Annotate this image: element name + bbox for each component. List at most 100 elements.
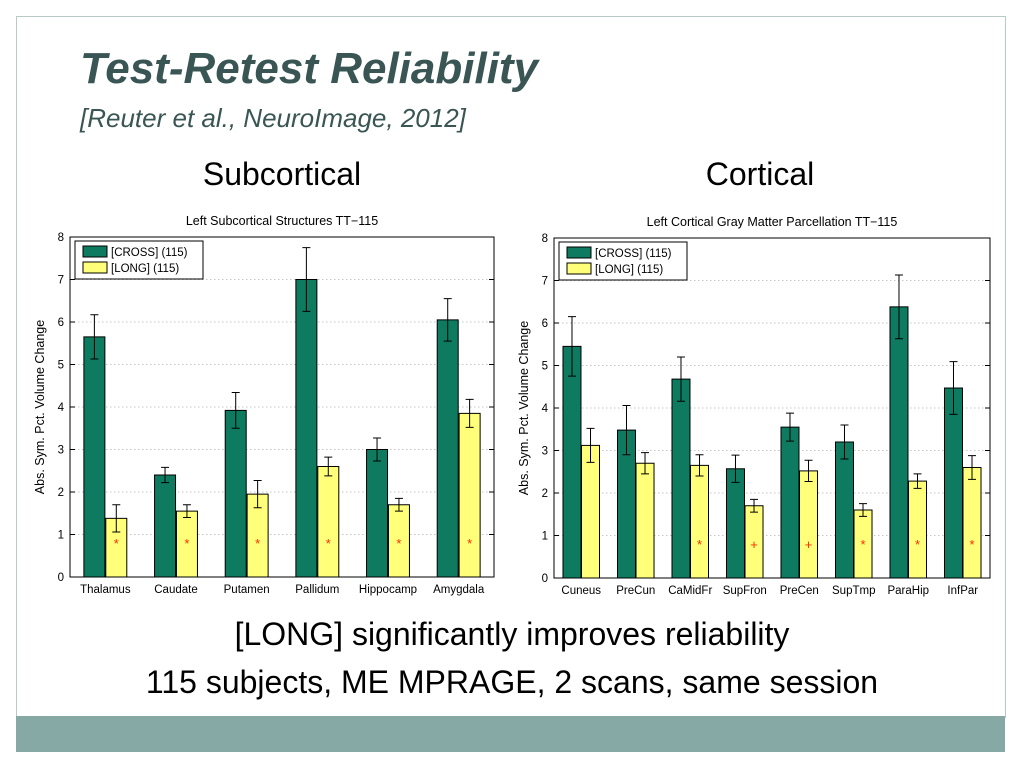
y-axis-label: Abs. Sym. Pct. Volume Change <box>33 320 47 494</box>
y-tick-label: 1 <box>542 531 548 543</box>
error-bar <box>859 503 868 517</box>
error-bar <box>112 504 121 533</box>
cross-bar <box>436 319 459 578</box>
significance-marker: * <box>255 536 260 551</box>
slide-title: Test-Retest Reliability <box>80 44 539 93</box>
cross-bar <box>562 345 582 579</box>
x-tick-label: ParaHip <box>887 585 929 597</box>
y-tick-label: 2 <box>542 488 548 500</box>
cross-bar <box>295 279 318 578</box>
error-bar <box>641 452 650 475</box>
x-tick-label: SupTmp <box>832 585 875 597</box>
legend-label-cross: [CROSS] (115) <box>111 247 188 259</box>
subcortical-label: Subcortical <box>202 156 362 192</box>
long-bar <box>317 466 340 578</box>
error-bar <box>231 392 240 429</box>
x-tick-label: PreCen <box>780 585 819 597</box>
cross-bar <box>725 468 745 579</box>
error-bar <box>968 455 977 480</box>
legend-label-cross: [CROSS] (115) <box>595 248 672 260</box>
x-tick-label: Cuneus <box>561 585 601 597</box>
error-bar <box>182 504 191 518</box>
y-tick-label: 1 <box>58 530 64 542</box>
error-bar <box>567 316 576 377</box>
error-bar <box>894 274 903 340</box>
significance-marker: + <box>805 537 813 552</box>
cross-bar <box>889 306 909 579</box>
axes-box <box>69 236 495 578</box>
cortical-label: Cortical <box>705 156 815 192</box>
error-bar <box>465 398 474 428</box>
long-bar <box>581 444 601 579</box>
significance-marker: * <box>114 536 119 551</box>
error-bar <box>622 404 631 456</box>
long-bar <box>458 412 481 578</box>
y-tick-label: 7 <box>58 275 64 287</box>
significance-marker: * <box>467 536 472 551</box>
significance-marker: * <box>326 536 331 551</box>
significance-marker: * <box>697 537 702 552</box>
error-bar <box>324 456 333 477</box>
error-bar <box>90 314 99 360</box>
y-tick-label: 3 <box>542 446 548 458</box>
y-tick-label: 3 <box>58 445 64 457</box>
error-bar <box>161 466 170 484</box>
footer-bar <box>16 716 1005 752</box>
y-tick-label: 0 <box>542 573 548 585</box>
significance-marker: * <box>915 537 920 552</box>
cross-bar <box>154 474 177 578</box>
cross-bar <box>943 387 963 579</box>
y-tick-label: 0 <box>58 572 64 584</box>
cross-bar <box>671 378 691 579</box>
legend-swatch-cross <box>82 245 108 258</box>
error-bar <box>586 427 595 463</box>
x-tick-label: CaMidFr <box>668 585 712 597</box>
significance-marker: * <box>184 536 189 551</box>
error-bar <box>695 454 704 477</box>
significance-marker: * <box>969 537 974 552</box>
error-bar <box>949 361 958 415</box>
y-tick-label: 7 <box>542 276 548 288</box>
error-bar <box>373 437 382 462</box>
chart-title: Left Cortical Gray Matter Parcellation T… <box>647 215 898 229</box>
y-tick-label: 5 <box>542 361 548 373</box>
axes-box <box>553 237 991 579</box>
cross-bar <box>780 426 800 579</box>
significance-marker: * <box>396 536 401 551</box>
study-details-text: 115 subjects, ME MPRAGE, 2 scans, same s… <box>145 664 879 700</box>
y-axis-label: Abs. Sym. Pct. Volume Change <box>517 321 531 495</box>
cross-bar <box>83 336 106 578</box>
y-tick-label: 8 <box>58 232 64 244</box>
x-tick-label: PreCun <box>616 585 655 597</box>
conclusion-text: [LONG] significantly improves reliabilit… <box>234 616 790 652</box>
long-bar <box>799 470 819 579</box>
significance-marker: + <box>750 537 758 552</box>
long-bar <box>635 462 655 579</box>
x-tick-label: Thalamus <box>80 584 131 596</box>
x-tick-label: Amygdala <box>433 584 485 596</box>
y-tick-label: 4 <box>58 402 65 414</box>
chart-title: Left Subcortical Structures TT−115 <box>186 214 378 228</box>
error-bar <box>302 247 311 312</box>
y-tick-label: 2 <box>58 487 64 499</box>
legend-label-long: [LONG] (115) <box>111 263 179 275</box>
cross-bar <box>224 409 247 578</box>
long-bar <box>962 467 982 579</box>
error-bar <box>443 298 452 342</box>
error-bar <box>804 459 813 483</box>
error-bar <box>253 480 262 509</box>
cortical-bar-chart: Left Cortical Gray Matter Parcellation T… <box>517 215 991 597</box>
y-tick-label: 4 <box>542 403 549 415</box>
error-bar <box>394 497 403 512</box>
cross-bar <box>366 449 389 578</box>
long-bar <box>690 464 710 579</box>
long-bar <box>908 480 928 579</box>
legend-swatch-cross <box>566 246 592 259</box>
cross-bar <box>834 441 854 579</box>
x-tick-label: Caudate <box>154 584 197 596</box>
y-tick-label: 5 <box>58 360 64 372</box>
y-tick-label: 6 <box>542 318 548 330</box>
error-bar <box>676 356 685 402</box>
x-tick-label: Putamen <box>224 584 270 596</box>
error-bar <box>785 412 794 442</box>
